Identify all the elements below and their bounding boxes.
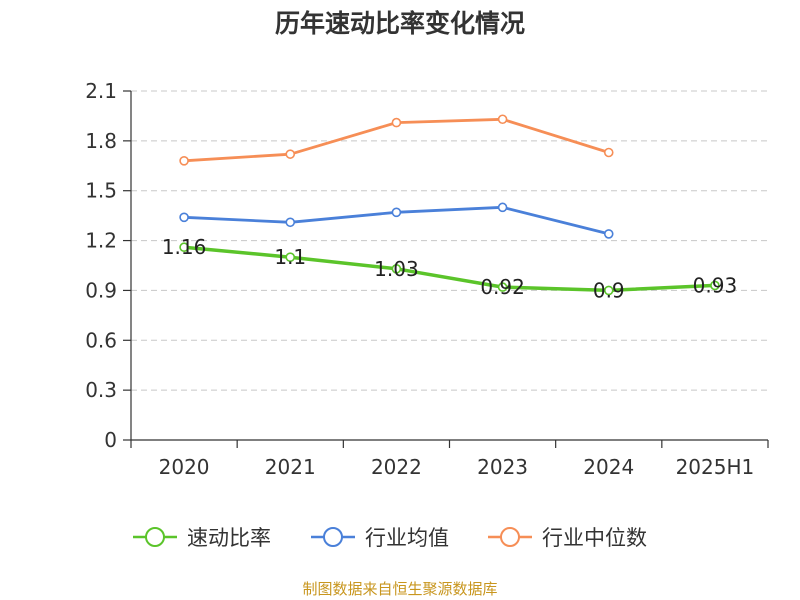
legend-marker	[323, 527, 343, 547]
x-tick-label: 2024	[583, 455, 634, 479]
y-tick-label: 0.3	[85, 378, 117, 402]
data-point	[285, 149, 296, 159]
data-point	[391, 117, 402, 128]
series-line-0	[182, 245, 717, 293]
y-tick-label: 0	[104, 428, 117, 452]
x-tick-label: 2022	[371, 455, 422, 479]
data-point	[497, 114, 508, 125]
data-point	[179, 242, 189, 253]
y-tick-label: 0.9	[85, 278, 117, 302]
data-label: 0.9	[593, 278, 625, 302]
data-point	[391, 264, 402, 274]
data-label: 1.16	[162, 235, 207, 259]
legend-marker	[145, 527, 165, 547]
grid-lines	[131, 90, 768, 391]
legend-marker	[500, 527, 520, 547]
data-label: 1.1	[274, 245, 306, 269]
x-tick-label: 2023	[477, 455, 528, 479]
y-tick-label: 0.6	[85, 328, 117, 352]
x-tick-label: 2021	[265, 455, 316, 479]
x-tick-label: 2025H1	[676, 455, 755, 479]
data-point	[497, 282, 508, 292]
data-label: 0.93	[693, 273, 738, 297]
y-tick-label: 2.1	[85, 79, 117, 103]
data-point	[497, 202, 508, 213]
y-tick-label: 1.2	[85, 229, 117, 253]
data-point	[710, 280, 720, 291]
y-tick-label: 1.5	[85, 179, 117, 203]
data-point	[603, 147, 614, 158]
data-point	[285, 217, 296, 228]
legend-label: 行业中位数	[542, 526, 647, 550]
chart-title: 历年速动比率变化情况	[274, 9, 525, 38]
data-point	[391, 207, 402, 218]
data-point	[603, 285, 614, 296]
data-point	[179, 212, 189, 223]
axes: 0 0.3 0.6 0.9 1.2 1.5 1.8 2.1 2020 2021 2022 2023 20…	[85, 79, 769, 479]
x-tick-label: 2020	[159, 455, 210, 479]
legend-label: 速动比率	[187, 526, 271, 550]
data-label: 1.03	[374, 257, 419, 281]
data-label: 0.92	[480, 275, 525, 299]
source-note: 制图数据来自恒生聚源数据库	[302, 580, 498, 598]
y-tick-label: 1.8	[85, 129, 117, 153]
data-labels: 1.16 1.1 1.03 0.92 0.9 0.93	[162, 235, 737, 302]
series-lines	[179, 114, 720, 296]
data-point	[603, 229, 614, 239]
data-point	[179, 156, 189, 166]
legend-label: 行业均值	[365, 526, 449, 550]
data-point	[285, 252, 296, 262]
legend: 速动比率 行业均值 行业中位数	[133, 526, 647, 550]
